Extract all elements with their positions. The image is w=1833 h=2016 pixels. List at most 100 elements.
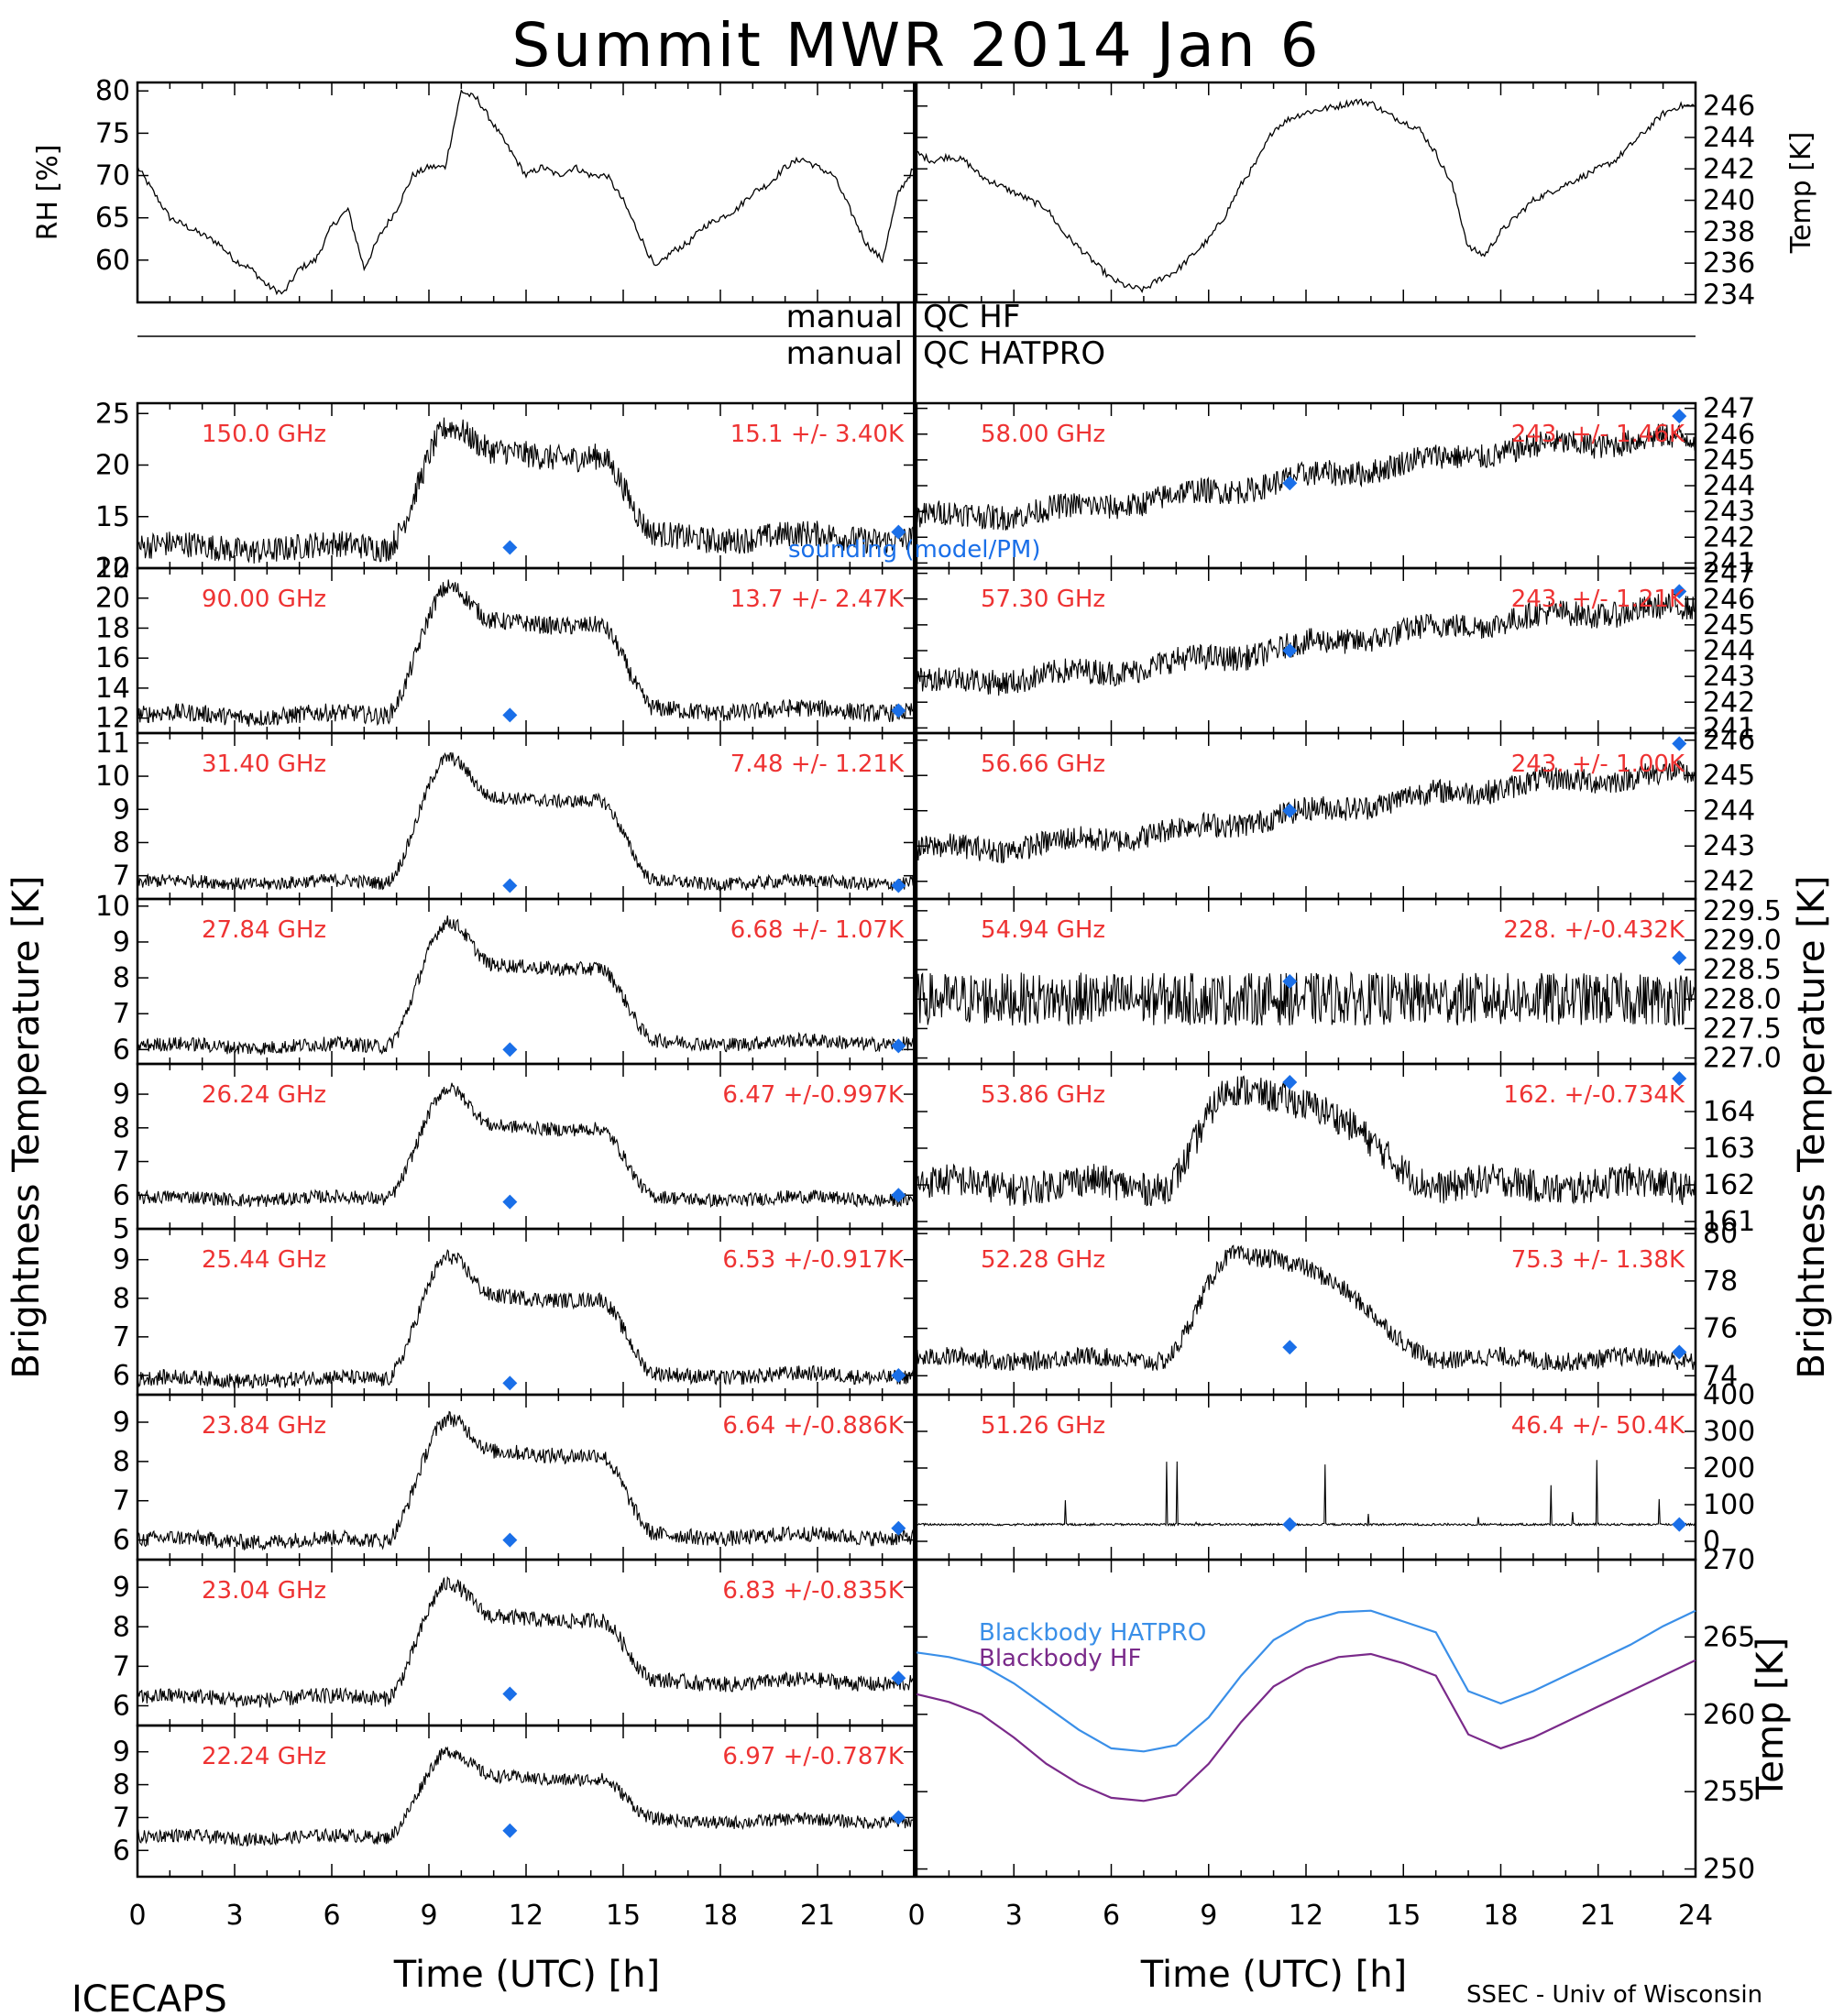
y-tick-label: 10 [95, 553, 130, 585]
right-channel-trace [916, 422, 1696, 531]
sounding-marker [891, 1367, 906, 1383]
channel-frequency: 22.24 GHz [202, 1743, 326, 1770]
sounding-marker [502, 1042, 518, 1057]
y-tick-label: 6 [113, 1034, 130, 1066]
x-tick-label: 18 [703, 1900, 738, 1932]
x-tick-label: 12 [1289, 1900, 1323, 1932]
y-tick-label: 11 [95, 728, 130, 760]
channel-frequency: 23.84 GHz [202, 1412, 326, 1440]
y-tick-label: 163 [1703, 1133, 1755, 1165]
y-tick-label: 9 [113, 794, 130, 826]
y-tick-label: 7 [113, 1321, 130, 1353]
x-tick-label: 21 [1581, 1900, 1616, 1932]
channel-frequency: 54.94 GHz [981, 916, 1105, 944]
blackbody-panel: 250 255 260 265 270 Blackbody HATPROBlackbody… [915, 1544, 1792, 1886]
channel-stat: 243. +/- 1.21K [1511, 586, 1685, 613]
x-tick-label: 0 [907, 1900, 925, 1932]
y-tick-label: 9 [113, 1244, 130, 1276]
y-tick-label: 164 [1703, 1096, 1755, 1128]
y-tick-label: 242 [1703, 153, 1755, 185]
temp-axis-label: Temp [K] [1785, 132, 1817, 255]
y-tick-label: 247 [1703, 558, 1755, 590]
sounding-marker [891, 1038, 906, 1054]
right-channel-trace [916, 1460, 1696, 1528]
blackbody-axis-label: Temp [K] [1750, 1638, 1792, 1801]
y-tick-label: 400 [1703, 1379, 1755, 1411]
qc-hf-label: QC HF [923, 299, 1020, 335]
left-channel-trace [137, 1746, 916, 1847]
right-channel-trace [916, 970, 1696, 1027]
channel-stat: 6.83 +/-0.835K [722, 1577, 905, 1605]
left-channel-trace [137, 579, 916, 727]
y-tick-label: 8 [113, 1283, 130, 1315]
y-tick-label: 244 [1703, 795, 1755, 827]
channel-frequency: 90.00 GHz [202, 586, 326, 613]
sounding-marker [502, 1194, 518, 1210]
y-tick-label: 265 [1703, 1621, 1755, 1653]
left-channel-trace [137, 1082, 916, 1209]
y-tick-label: 80 [95, 75, 130, 107]
channel-frequency: 25.44 GHz [202, 1246, 326, 1274]
y-tick-label: 7 [113, 998, 130, 1030]
sounding-marker [1282, 643, 1298, 658]
channel-stat: 6.64 +/-0.886K [722, 1412, 905, 1440]
y-tick-label: 200 [1703, 1452, 1755, 1485]
sounding-marker [1282, 803, 1298, 818]
y-tick-label: 60 [95, 245, 130, 277]
x-tick-label: 9 [1200, 1900, 1217, 1932]
y-tick-label: 22 [95, 553, 130, 585]
channel-stat: 75.3 +/- 1.38K [1511, 1246, 1685, 1274]
left-channel-trace [137, 417, 916, 564]
right-channel-trace [916, 760, 1696, 864]
y-tick-label: 6 [113, 1179, 130, 1211]
x-tick-label: 6 [323, 1900, 340, 1932]
top-right-frame [915, 81, 1697, 304]
legend-hf: Blackbody HF [979, 1645, 1141, 1672]
sounding-marker [1282, 974, 1298, 989]
y-tick-label: 300 [1703, 1416, 1755, 1448]
y-tick-label: 65 [95, 203, 130, 235]
y-tick-label: 9 [113, 1737, 130, 1769]
y-tick-label: 260 [1703, 1699, 1755, 1731]
y-tick-label: 9 [113, 1407, 130, 1439]
sounding-marker [1672, 584, 1687, 599]
sounding-marker [1672, 1344, 1687, 1360]
y-tick-label: 241 [1703, 712, 1755, 744]
y-tick-label: 247 [1703, 393, 1755, 425]
sounding-marker [502, 1532, 518, 1548]
top-left-frame [136, 81, 916, 304]
x-tick-label: 18 [1483, 1900, 1518, 1932]
channel-stat: 162. +/-0.734K [1503, 1081, 1685, 1109]
y-tick-label: 8 [113, 1611, 130, 1643]
y-tick-label: 229.5 [1703, 895, 1782, 927]
y-tick-label: 255 [1703, 1776, 1755, 1808]
y-tick-label: 243 [1703, 661, 1755, 693]
x-tick-label: 3 [1005, 1900, 1023, 1932]
qc-hatpro-label: QC HATPRO [923, 335, 1105, 372]
page-title: Summit MWR 2014 Jan 6 [511, 10, 1321, 81]
x-tick-label: 9 [420, 1900, 437, 1932]
y-tick-label: 242 [1703, 866, 1755, 898]
y-tick-label: 80 [1703, 1218, 1738, 1250]
sounding-marker [502, 540, 518, 555]
right-channel-trace [916, 1244, 1696, 1372]
x-tick-label: 6 [1103, 1900, 1120, 1932]
y-tick-label: 8 [113, 1112, 130, 1145]
y-tick-label: 234 [1703, 279, 1755, 311]
y-tick-label: 8 [113, 1446, 130, 1478]
x-tick-label: 0 [128, 1900, 146, 1932]
y-tick-label: 25 [95, 398, 130, 430]
y-tick-label: 8 [113, 1769, 130, 1802]
left-channel-trace [137, 1575, 916, 1708]
sounding-marker [502, 1686, 518, 1702]
y-tick-label: 228.5 [1703, 954, 1782, 986]
right-channel-trace [916, 1075, 1696, 1207]
channel-stat: 6.53 +/-0.917K [722, 1246, 905, 1274]
y-tick-label: 229.0 [1703, 925, 1782, 957]
y-tick-label: 240 [1703, 185, 1755, 217]
sounding-marker [1672, 950, 1687, 966]
sounding-marker [1672, 736, 1687, 751]
x-tick-label: 21 [800, 1900, 835, 1932]
y-tick-label: 246 [1703, 419, 1755, 451]
